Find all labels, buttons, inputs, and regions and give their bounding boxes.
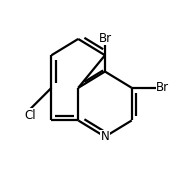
- Text: Br: Br: [98, 32, 112, 45]
- Text: Cl: Cl: [25, 109, 36, 122]
- Text: N: N: [101, 130, 109, 143]
- Text: Br: Br: [156, 81, 169, 94]
